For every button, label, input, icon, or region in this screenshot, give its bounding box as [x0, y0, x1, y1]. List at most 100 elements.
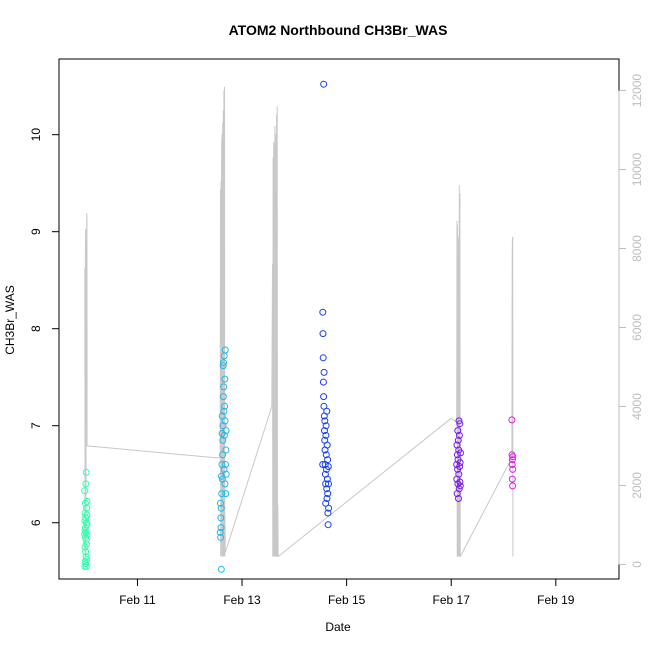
data-point [454, 427, 462, 435]
data-point [319, 378, 327, 386]
data-point [322, 431, 330, 439]
x-tick-label: Feb 17 [433, 593, 471, 607]
series-1 [81, 468, 91, 570]
data-point [217, 524, 225, 532]
data-point [219, 393, 227, 401]
data-point [322, 451, 330, 459]
data-point [221, 346, 229, 354]
data-point [324, 521, 332, 529]
series-4 [453, 417, 464, 502]
data-point [455, 417, 463, 425]
y-tick-label: 7 [29, 422, 43, 429]
data-point [82, 562, 90, 570]
data-point [319, 308, 327, 316]
series-3 [319, 80, 333, 529]
data-point [218, 490, 226, 498]
data-point [455, 495, 462, 502]
data-point [321, 417, 329, 425]
data-point [323, 475, 331, 483]
y-tick-label: 8 [29, 325, 43, 332]
data-point [221, 417, 229, 425]
data-point [82, 468, 90, 476]
data-point [217, 533, 225, 541]
data-point [457, 449, 464, 457]
data-point [83, 511, 91, 519]
data-point [323, 441, 331, 449]
data-point [216, 528, 224, 536]
data-point [81, 499, 89, 507]
data-point [323, 495, 331, 502]
data-point [220, 431, 228, 439]
data-point [508, 475, 516, 483]
data-point [453, 441, 461, 449]
data-point [220, 407, 228, 415]
x-axis: Feb 11 Feb 13 Feb 15 Feb 17 Feb 19 [119, 579, 575, 607]
data-point [83, 530, 91, 538]
data-point [217, 504, 225, 512]
data-point [221, 402, 229, 410]
secondary-series-line [84, 86, 514, 558]
data-point [222, 470, 230, 478]
data-point [217, 514, 225, 522]
data-point [216, 499, 224, 507]
data-point [324, 456, 332, 464]
data-point [456, 478, 464, 486]
data-point [221, 480, 229, 488]
chart-title: ATOM2 Northbound CH3Br_WAS [229, 22, 448, 38]
data-point [456, 420, 464, 428]
data-point [322, 480, 330, 488]
data-point [455, 470, 463, 478]
data-point [222, 461, 229, 468]
data-point [508, 456, 516, 464]
y-axis-label: CH3Br_WAS [3, 285, 17, 355]
data-point [323, 407, 331, 415]
data-point [219, 451, 227, 459]
data-point [81, 487, 89, 495]
data-point [217, 565, 225, 573]
data-point [325, 480, 332, 488]
data-point [509, 482, 517, 490]
data-point [508, 416, 516, 424]
data-point [219, 362, 227, 370]
data-point [320, 80, 328, 88]
data-point [82, 553, 90, 561]
data-point [508, 461, 516, 468]
data-point [325, 504, 333, 512]
data-point [320, 393, 328, 401]
data-point [222, 427, 230, 435]
x-tick-label: Feb 15 [328, 593, 366, 607]
y2-tick-label: 12000 [630, 74, 644, 108]
data-point [222, 490, 230, 498]
data-point [83, 497, 91, 505]
data-point [320, 368, 328, 376]
y2-tick-label: 6000 [630, 314, 644, 341]
data-point [219, 436, 227, 444]
y2-tick-label: 2000 [630, 472, 644, 499]
y-tick-label: 10 [29, 128, 43, 142]
data-point [83, 504, 91, 512]
data-point [220, 383, 228, 391]
data-point [456, 463, 464, 470]
y2-tick-label: 4000 [630, 393, 644, 420]
data-point [82, 548, 90, 556]
data-point [509, 465, 517, 473]
data-point [82, 560, 90, 567]
data-point [81, 509, 89, 517]
x-axis-label: Date [325, 620, 351, 634]
data-point [324, 490, 332, 498]
y-axis: 6 7 8 9 10 [29, 128, 59, 526]
data-point [83, 556, 91, 564]
data-point [222, 446, 230, 454]
data-point [221, 375, 229, 383]
y2-tick-label: 8000 [630, 235, 644, 262]
data-point [83, 540, 90, 548]
y-tick-label: 6 [29, 519, 43, 526]
data-point [455, 431, 463, 439]
y-tick-label: 9 [29, 228, 43, 235]
data-points-layer [81, 80, 517, 573]
data-point [82, 480, 90, 488]
secondary-line-layer [84, 86, 514, 558]
data-point [456, 482, 464, 490]
y2-tick-label: 10000 [630, 153, 644, 187]
